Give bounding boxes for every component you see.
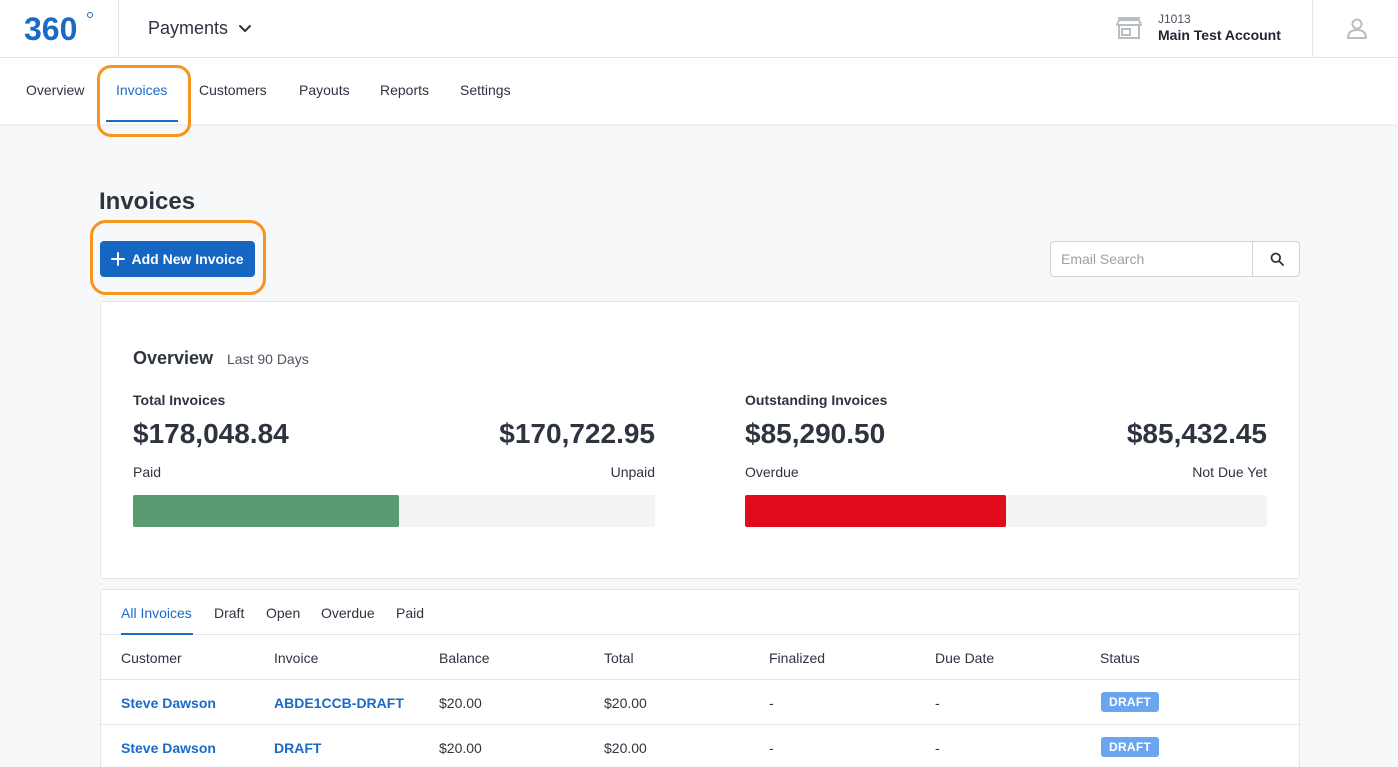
column-header[interactable]: Status (1100, 650, 1140, 666)
total-invoices-stats: Total Invoices $178,048.84 $170,722.95 P… (133, 392, 655, 532)
header-divider (1312, 0, 1313, 58)
tab-invoices[interactable]: Invoices (116, 82, 168, 98)
tab-settings[interactable]: Settings (460, 82, 511, 98)
invoice-link[interactable]: DRAFT (274, 740, 322, 756)
filter-overdue[interactable]: Overdue (321, 605, 375, 621)
filter-open[interactable]: Open (266, 605, 301, 621)
overview-period: Last 90 Days (227, 351, 309, 367)
status-badge: DRAFT (1101, 692, 1160, 712)
column-header[interactable]: Total (604, 650, 634, 666)
account-id: J1013 (1158, 12, 1191, 26)
column-header[interactable]: Finalized (769, 650, 826, 666)
column-header[interactable]: Balance (439, 650, 490, 666)
due-date-cell: - (935, 695, 940, 711)
page-title: Invoices (99, 188, 196, 215)
top-header: 360 Payments J1013 Main Test Account (0, 0, 1398, 58)
app-switcher[interactable]: Payments (148, 16, 252, 40)
email-search (1050, 241, 1300, 277)
paid-amount: $178,048.84 (133, 418, 289, 449)
total-invoices-label: Total Invoices (133, 392, 226, 408)
user-icon[interactable] (1345, 16, 1369, 40)
status-badge: DRAFT (1101, 737, 1160, 757)
account-name: Main Test Account (1158, 27, 1281, 43)
column-header[interactable]: Invoice (274, 650, 319, 666)
main-nav: Overview Invoices Customers Payouts Repo… (0, 58, 1398, 124)
finalized-cell: - (769, 695, 774, 711)
customer-link[interactable]: Steve Dawson (121, 695, 216, 711)
not-due-label: Not Due Yet (1192, 464, 1267, 480)
search-icon (1270, 252, 1284, 266)
search-button[interactable] (1252, 242, 1300, 276)
unpaid-label: Unpaid (610, 464, 655, 480)
table-row[interactable]: Steve Dawson DRAFT $20.00 $20.00 - - DRA… (101, 725, 1299, 767)
overview-card: Overview Last 90 Days Total Invoices $17… (100, 301, 1300, 579)
paid-progress-track (133, 495, 655, 527)
paid-progress-fill (133, 495, 400, 527)
finalized-cell: - (769, 740, 774, 756)
filter-draft[interactable]: Draft (214, 605, 245, 621)
app-name: Payments (148, 17, 229, 38)
plus-icon (111, 252, 126, 266)
chevron-down-icon (239, 25, 252, 32)
brand-logo[interactable]: 360 (24, 10, 94, 46)
paid-label: Paid (133, 464, 162, 480)
email-search-input[interactable] (1051, 242, 1251, 276)
table-header: Customer Invoice Balance Total Finalized… (101, 635, 1299, 680)
outstanding-invoices-stats: Outstanding Invoices $85,290.50 $85,432.… (745, 392, 1267, 532)
overdue-label: Overdue (745, 464, 799, 480)
tab-customers[interactable]: Customers (199, 82, 267, 98)
filter-paid[interactable]: Paid (396, 605, 425, 621)
overview-title: Overview (133, 348, 214, 368)
column-header[interactable]: Customer (121, 650, 182, 666)
account-selector[interactable]: J1013 Main Test Account (1158, 12, 1281, 44)
not-due-amount: $85,432.45 (1126, 418, 1267, 449)
total-cell: $20.00 (604, 740, 647, 756)
svg-text:360: 360 (24, 11, 77, 46)
column-header[interactable]: Due Date (935, 650, 995, 666)
invoices-table-card: All Invoices Draft Open Overdue Paid Cus… (100, 589, 1300, 767)
overdue-progress-fill (745, 495, 1006, 527)
customer-link[interactable]: Steve Dawson (121, 740, 216, 756)
outstanding-invoices-label: Outstanding Invoices (745, 392, 888, 408)
overdue-progress-track (745, 495, 1267, 527)
tab-overview[interactable]: Overview (26, 82, 85, 98)
unpaid-amount: $170,722.95 (499, 418, 655, 449)
header-divider (118, 0, 119, 58)
tab-reports[interactable]: Reports (380, 82, 430, 98)
invoice-filter-tabs: All Invoices Draft Open Overdue Paid (101, 590, 1299, 635)
balance-cell: $20.00 (439, 740, 482, 756)
add-new-invoice-button[interactable]: Add New Invoice (100, 241, 255, 277)
tab-payouts[interactable]: Payouts (299, 82, 350, 98)
overdue-amount: $85,290.50 (745, 418, 886, 449)
due-date-cell: - (935, 740, 940, 756)
add-new-invoice-label: Add New Invoice (131, 251, 244, 267)
invoice-link[interactable]: ABDE1CCB-DRAFT (274, 695, 404, 711)
filter-all-invoices[interactable]: All Invoices (121, 605, 192, 621)
total-cell: $20.00 (604, 695, 647, 711)
balance-cell: $20.00 (439, 695, 482, 711)
store-icon (1116, 17, 1142, 39)
active-filter-indicator (121, 633, 193, 635)
table-row[interactable]: Steve Dawson ABDE1CCB-DRAFT $20.00 $20.0… (101, 680, 1299, 725)
active-tab-indicator (106, 120, 178, 122)
